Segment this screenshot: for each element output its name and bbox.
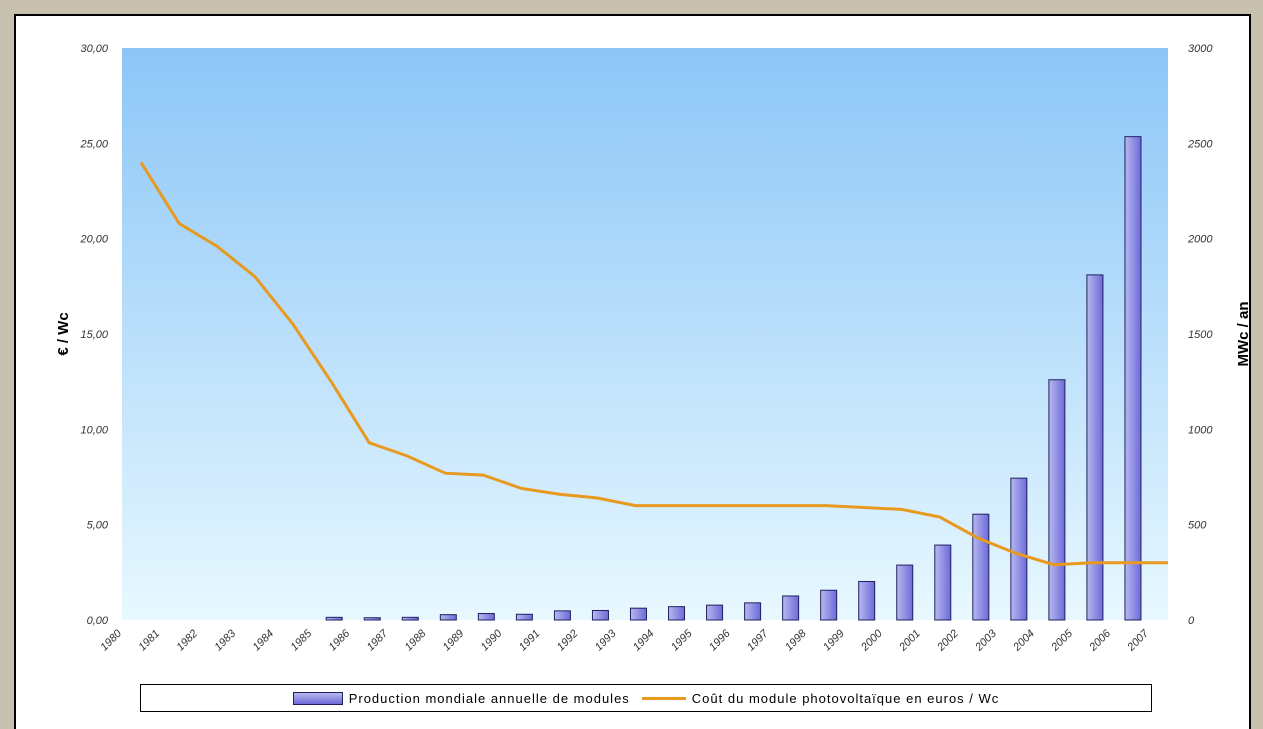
left-tick-label: 20,00 xyxy=(79,234,108,246)
right-tick-label: 2000 xyxy=(1187,234,1213,246)
x-tick-1986: 1986 xyxy=(327,627,353,653)
x-tick-2002: 2002 xyxy=(934,628,961,655)
left-tick-label: 25,00 xyxy=(79,138,108,150)
bar-2003 xyxy=(1010,477,1028,621)
right-tick-label: 500 xyxy=(1188,520,1207,532)
left-tick-label: 30,00 xyxy=(80,43,108,55)
x-tick-1992: 1992 xyxy=(555,628,581,654)
bar-1993 xyxy=(629,607,647,621)
right-tick-label: 2500 xyxy=(1187,138,1213,150)
x-tick-1999: 1999 xyxy=(821,628,847,654)
bar-2002 xyxy=(972,513,990,621)
left-axis-ticks: 0,00 5,00 10,00 15,00 20,00 25,00 30,00 xyxy=(79,43,108,627)
bar-2004 xyxy=(1048,379,1066,621)
cost-line xyxy=(139,161,1168,567)
bar-1995 xyxy=(706,604,724,621)
x-tick-2005: 2005 xyxy=(1049,627,1076,654)
right-tick-label: 1500 xyxy=(1188,329,1213,341)
bar-2000 xyxy=(896,564,914,621)
x-tick-1993: 1993 xyxy=(593,627,619,653)
left-tick-label: 0,00 xyxy=(87,615,109,627)
x-tick-1996: 1996 xyxy=(707,627,733,653)
bar-1989 xyxy=(477,613,495,621)
x-tick-2003: 2003 xyxy=(972,627,999,654)
plot-area xyxy=(122,48,1168,620)
x-tick-1998: 1998 xyxy=(783,627,809,653)
x-tick-1984: 1984 xyxy=(250,628,276,654)
left-tick-label: 15,00 xyxy=(80,329,108,341)
x-tick-1991: 1991 xyxy=(517,628,543,654)
left-axis-title: € / Wc xyxy=(55,312,72,355)
right-axis-ticks: 0 500 1000 1500 2000 2500 3000 xyxy=(1187,43,1213,627)
bar-1990 xyxy=(515,613,533,621)
legend-label-production: Production mondiale annuelle de modules xyxy=(348,690,630,706)
x-tick-1982: 1982 xyxy=(174,628,200,654)
x-tick-1990: 1990 xyxy=(479,627,505,653)
right-tick-label: 1000 xyxy=(1188,424,1213,436)
x-tick-1983: 1983 xyxy=(212,627,238,653)
x-tick-2004: 2004 xyxy=(1010,628,1037,655)
x-tick-1987: 1987 xyxy=(365,627,391,653)
bar-2006 xyxy=(1124,136,1142,621)
bar-1992 xyxy=(591,609,609,621)
x-tick-2007: 2007 xyxy=(1125,627,1152,654)
bar-1997 xyxy=(782,595,800,621)
bar-1999 xyxy=(858,580,876,621)
chart: 0,00 5,00 10,00 15,00 20,00 25,00 30,00 0 500 10… xyxy=(55,43,1249,654)
bar-2005 xyxy=(1086,274,1104,621)
x-axis-ticks: 1980 1981 1982 1983 1984 1985 1986 1987 1988 1989… xyxy=(98,627,1151,654)
legend-item-cost: Coût du module photovoltaïque en euros /… xyxy=(641,690,1000,706)
bar-1991 xyxy=(553,610,571,621)
x-tick-1989: 1989 xyxy=(441,628,467,654)
right-axis-title: MWc / an xyxy=(1235,301,1249,366)
bar-1986 xyxy=(363,617,381,621)
x-tick-2001: 2001 xyxy=(896,628,923,655)
bar-1985 xyxy=(325,616,343,621)
x-tick-2006: 2006 xyxy=(1087,627,1114,654)
legend-label-cost: Coût du module photovoltaïque en euros /… xyxy=(691,690,1000,706)
x-tick-2000: 2000 xyxy=(858,627,885,654)
x-tick-1994: 1994 xyxy=(631,628,657,654)
bar-1998 xyxy=(820,589,838,621)
x-tick-1988: 1988 xyxy=(403,627,429,653)
left-tick-label: 10,00 xyxy=(80,424,108,436)
x-tick-1980: 1980 xyxy=(98,627,124,653)
x-tick-1985: 1985 xyxy=(289,627,315,653)
x-tick-1981: 1981 xyxy=(136,628,162,654)
bar-2001 xyxy=(934,544,952,621)
legend-bar-swatch xyxy=(292,691,343,705)
bar-1987 xyxy=(401,616,419,621)
bar-1994 xyxy=(668,606,686,621)
bar-series xyxy=(325,136,1142,621)
legend: Production mondiale annuelle de modules … xyxy=(140,684,1152,712)
chart-frame: 0,00 5,00 10,00 15,00 20,00 25,00 30,00 0 500 10… xyxy=(14,14,1251,729)
x-tick-1995: 1995 xyxy=(669,627,695,653)
legend-item-production: Production mondiale annuelle de modules xyxy=(292,690,630,706)
right-tick-label: 0 xyxy=(1188,615,1195,627)
bar-1988 xyxy=(439,614,457,621)
left-tick-label: 5,00 xyxy=(87,520,109,532)
right-tick-label: 3000 xyxy=(1188,43,1213,55)
x-tick-1997: 1997 xyxy=(745,627,771,653)
bar-1996 xyxy=(744,602,762,621)
legend-line-swatch xyxy=(641,696,686,700)
